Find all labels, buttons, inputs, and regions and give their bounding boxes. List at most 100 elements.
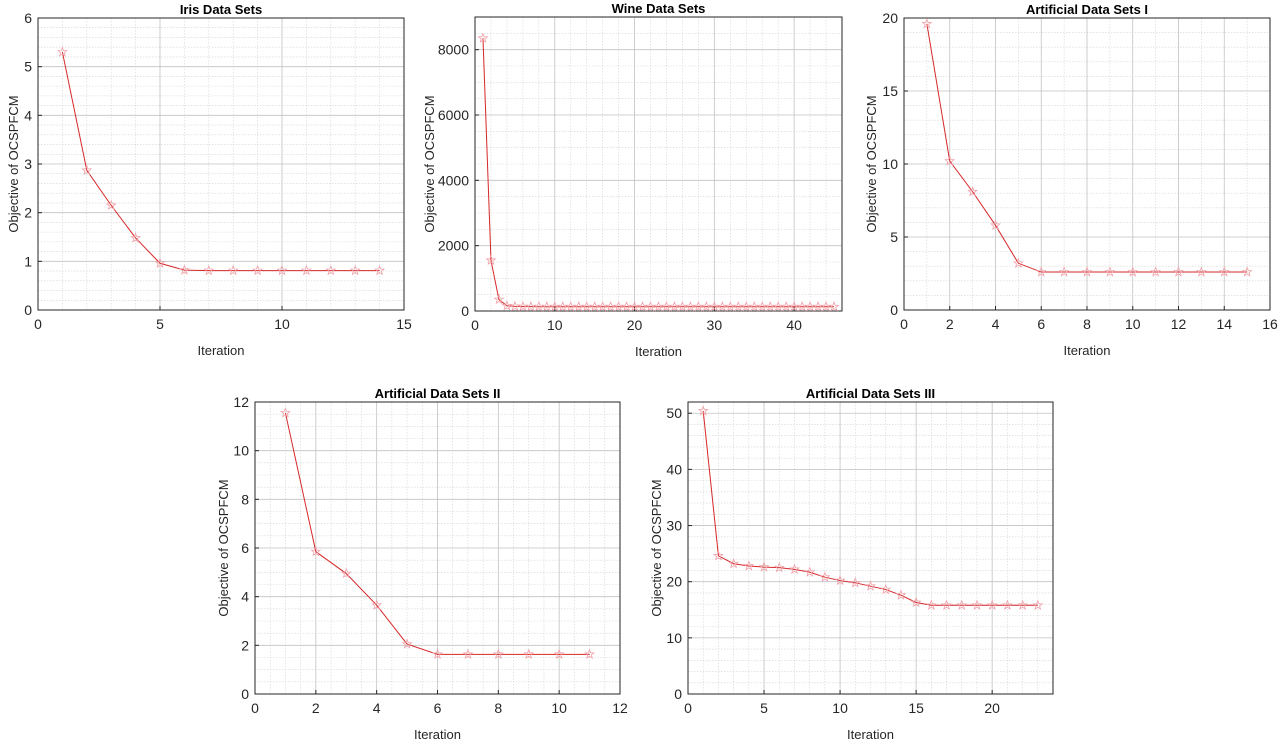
chart-title: Artificial Data Sets III <box>806 386 935 401</box>
data-point-star <box>252 264 264 276</box>
data-point-star <box>956 599 968 610</box>
data-point-star <box>279 407 291 418</box>
x-tick-label: 10 <box>832 700 848 716</box>
data-point-star <box>828 300 840 312</box>
x-tick-label: 0 <box>900 316 908 332</box>
data-point-star <box>300 264 312 276</box>
x-tick-label: 16 <box>1262 316 1278 332</box>
x-tick-label: 10 <box>551 700 567 716</box>
data-point-star <box>743 560 755 571</box>
x-axis-label: Iteration <box>847 727 894 742</box>
y-axis-label: Objective of OCSPFCM <box>864 95 879 232</box>
x-tick-label: 4 <box>373 700 381 716</box>
y-axis-label: Objective of OCSPFCM <box>6 95 21 232</box>
data-point-star <box>1150 266 1162 277</box>
x-axis-label: Iteration <box>635 344 682 359</box>
chart-title: Artificial Data Sets II <box>375 386 501 401</box>
data-point-star <box>925 599 937 610</box>
y-tick-label: 5 <box>24 59 32 75</box>
data-point-star <box>728 557 740 569</box>
data-point-star <box>1001 599 1013 610</box>
data-point-star <box>1127 266 1139 277</box>
data-point-star <box>371 599 383 610</box>
x-tick-label: 15 <box>908 700 924 716</box>
data-point-star <box>584 648 596 660</box>
data-point-star <box>493 293 505 305</box>
data-point-star <box>758 561 770 572</box>
x-tick-label: 8 <box>1083 316 1091 332</box>
y-tick-label: 30 <box>666 518 682 534</box>
y-tick-label: 15 <box>882 83 898 99</box>
data-point-star <box>81 164 93 175</box>
data-point-star <box>349 264 361 276</box>
data-point-star <box>1035 266 1047 277</box>
data-point-star <box>492 648 504 660</box>
y-tick-label: 8000 <box>438 42 469 58</box>
y-tick-label: 4 <box>241 589 249 605</box>
data-point-star <box>880 583 892 595</box>
data-point-star <box>203 264 215 276</box>
x-axis-label: Iteration <box>198 343 245 358</box>
y-tick-label: 0 <box>24 302 32 318</box>
y-tick-label: 8 <box>241 491 249 507</box>
data-point-star <box>819 571 831 582</box>
y-tick-label: 50 <box>666 405 682 421</box>
chart-panel: 0 2 4 6 8 10 12 0 2 4 6 8 10 12 Artificial Data Sets I… <box>216 386 628 742</box>
y-tick-label: 0 <box>674 686 682 702</box>
y-tick-label: 0 <box>890 302 898 318</box>
x-tick-label: 0 <box>34 316 42 332</box>
data-point-star <box>773 561 785 573</box>
data-point-star <box>310 545 322 557</box>
y-tick-label: 3 <box>24 156 32 172</box>
chart-title: Iris Data Sets <box>180 2 262 17</box>
data-point-star <box>178 264 190 275</box>
data-point-star <box>1218 266 1230 277</box>
x-tick-label: 40 <box>786 317 802 333</box>
data-point-star <box>325 264 337 276</box>
data-point-star <box>697 405 709 416</box>
data-point-star <box>921 18 933 29</box>
chart-title: Wine Data Sets <box>612 1 706 16</box>
data-point-star <box>865 580 876 591</box>
data-point-star <box>485 254 497 266</box>
x-tick-label: 0 <box>471 317 479 333</box>
x-tick-label: 8 <box>494 700 502 716</box>
y-tick-label: 6000 <box>438 107 469 123</box>
x-tick-label: 30 <box>707 317 723 333</box>
y-tick-label: 6 <box>24 10 32 26</box>
y-tick-label: 40 <box>666 461 682 477</box>
data-point-star <box>788 563 800 575</box>
data-point-star <box>477 32 489 43</box>
y-tick-label: 0 <box>241 686 249 702</box>
x-tick-label: 0 <box>251 700 259 716</box>
y-tick-label: 20 <box>882 10 898 26</box>
chart-panel: 0 10 20 30 40 0 2000 4000 6000 8000 Wine Data Sets… <box>422 1 843 359</box>
data-point-star <box>501 299 513 311</box>
chart-panel: 0 5 10 15 0 1 2 3 4 5 6 Iris Data Sets Iteration Obje… <box>6 2 412 358</box>
data-point-star <box>1058 266 1070 277</box>
data-point-star <box>804 566 816 577</box>
x-tick-label: 5 <box>156 316 164 332</box>
y-tick-label: 2 <box>241 637 249 653</box>
data-point-star <box>462 648 474 660</box>
data-point-star <box>1104 266 1116 277</box>
y-tick-label: 10 <box>233 443 249 459</box>
data-point-star <box>941 599 953 610</box>
data-point-star <box>1012 257 1024 268</box>
y-tick-label: 1 <box>24 253 32 269</box>
y-tick-label: 0 <box>461 303 469 319</box>
x-tick-label: 2 <box>946 316 954 332</box>
y-tick-label: 20 <box>666 574 682 590</box>
y-axis-label: Objective of OCSPFCM <box>216 479 231 616</box>
y-tick-label: 12 <box>233 394 249 410</box>
x-tick-label: 12 <box>1171 316 1187 332</box>
data-point-star <box>523 648 535 660</box>
data-point-star <box>986 599 998 610</box>
y-tick-label: 10 <box>666 630 682 646</box>
x-tick-label: 6 <box>434 700 442 716</box>
data-point-star <box>1195 266 1207 277</box>
x-tick-label: 2 <box>312 700 320 716</box>
y-tick-label: 6 <box>241 540 249 556</box>
data-point-star <box>340 567 352 579</box>
